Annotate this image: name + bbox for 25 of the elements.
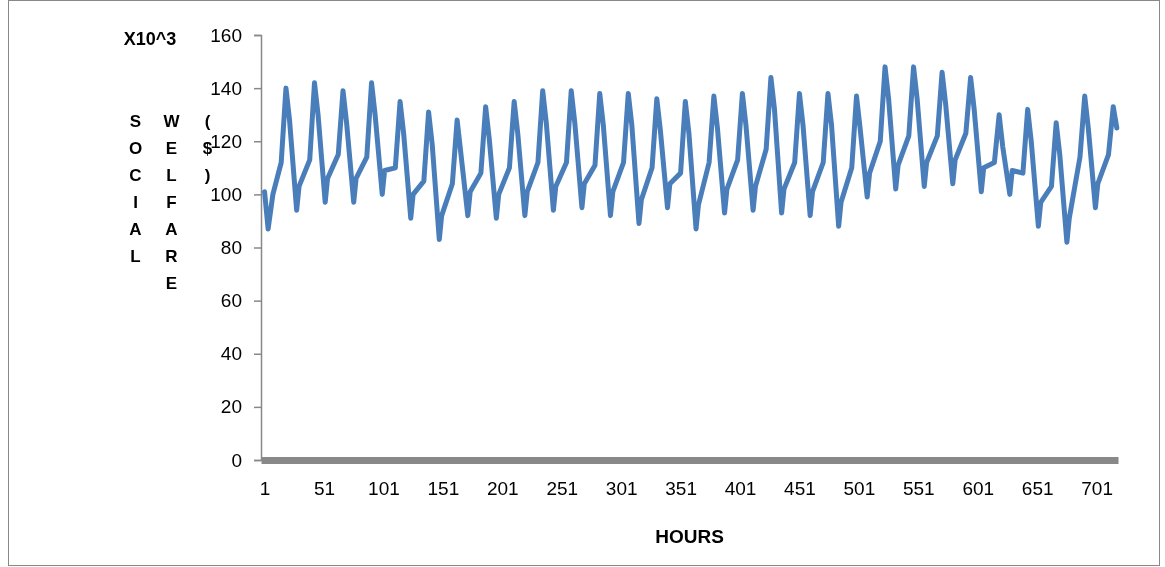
x-tick-label: 201 (486, 478, 519, 500)
y-tick-label: 160 (210, 24, 242, 46)
x-tick-label: 101 (368, 478, 400, 500)
x-tick-label: 451 (784, 478, 816, 500)
y-tick-label: 20 (220, 396, 242, 418)
y-tick-label: 100 (210, 183, 242, 205)
text: X10^3 (123, 29, 177, 49)
x-tick-label: 501 (843, 478, 876, 500)
x-tick-label: 601 (962, 478, 995, 500)
y-tick-label: 80 (220, 237, 242, 259)
x-tick-label: 701 (1081, 478, 1113, 500)
y-tick-label: 40 (220, 343, 242, 365)
x-tick-label: 551 (902, 478, 935, 500)
x-tick-label: 151 (427, 478, 460, 500)
x-tick-label: 251 (546, 478, 579, 500)
y-tick-label: 60 (220, 290, 242, 312)
x-tick-label: 1 (259, 478, 271, 500)
x-tick-label: 351 (665, 478, 697, 500)
x-axis-title: HOURS (655, 526, 724, 547)
y-tick-label: 0 (231, 449, 242, 471)
x-tick-label: 401 (724, 478, 757, 500)
y-tick-label: 140 (210, 77, 242, 99)
x-tick-label: 301 (605, 478, 638, 500)
x-tick-label: 651 (1021, 478, 1054, 500)
x-tick-label: 51 (313, 478, 336, 500)
